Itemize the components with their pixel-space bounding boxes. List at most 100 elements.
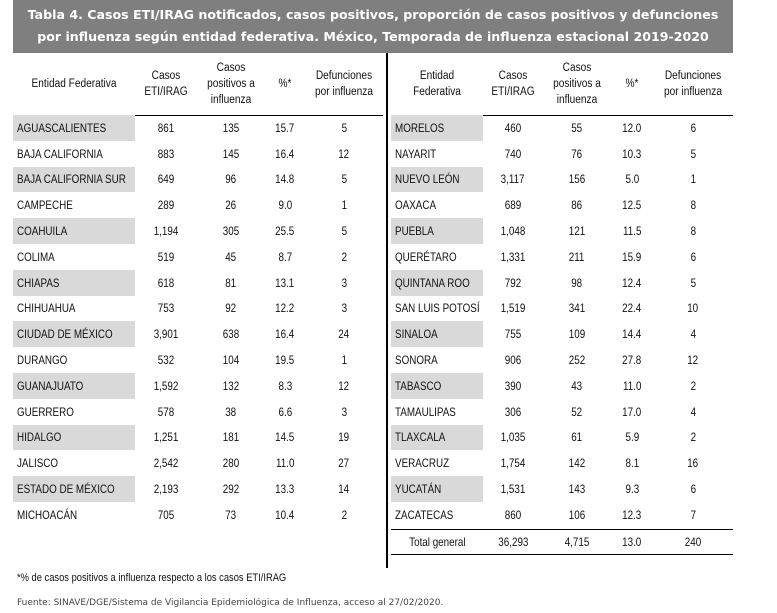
table-row: JALISCO 2,542 280 11.0 27	[13, 450, 383, 476]
cell-pct-text: 5.0	[625, 172, 639, 187]
total-positivos: 4,715	[543, 530, 611, 554]
cell-defunciones-text: 24	[338, 327, 350, 342]
table-row: QUINTANA ROO 792 98 12.4 5	[391, 269, 733, 296]
cell-defunciones-text: 1	[341, 353, 347, 368]
cell-positivos: 43	[543, 373, 611, 399]
cell-pct: 12.4	[611, 270, 653, 296]
cell-pct: 5.9	[611, 425, 653, 451]
cell-entidad: DURANGO	[13, 347, 135, 373]
cell-positivos-text: 96	[225, 172, 237, 187]
cell-entidad: CIUDAD DE MÉXICO	[13, 321, 135, 348]
table-left-half: Entidad Federativa Casos ETI/IRAG Casos …	[13, 53, 383, 568]
cell-positivos: 145	[197, 141, 265, 167]
cell-casos-text: 618	[157, 275, 175, 290]
cell-positivos: 181	[197, 425, 265, 451]
cell-defunciones-text: 2	[690, 430, 696, 445]
table-row: ESTADO DE MÉXICO 2,193 292 13.3 14	[13, 476, 383, 502]
table-row: CIUDAD DE MÉXICO 3,901 638 16.4 24	[13, 321, 383, 348]
table-row: COAHUILA 1,194 305 25.5 5	[13, 218, 383, 244]
cell-entidad-text: BAJA CALIFORNIA	[17, 146, 103, 161]
cell-defunciones: 12	[653, 347, 733, 373]
cell-casos-text: 1,331	[500, 249, 526, 264]
cell-pct-text: 14.8	[275, 172, 295, 187]
cell-defunciones-text: 5	[341, 120, 347, 135]
cell-positivos-text: 132	[222, 378, 240, 393]
table-row: TABASCO 390 43 11.0 2	[391, 373, 733, 399]
cell-casos-text: 649	[157, 172, 175, 187]
cell-positivos-text: 81	[225, 275, 237, 290]
cell-entidad-text: ESTADO DE MÉXICO	[17, 482, 115, 497]
cell-entidad: VERACRUZ	[391, 450, 483, 476]
cell-entidad-text: YUCATÁN	[395, 482, 442, 497]
cell-pct: 16.4	[265, 141, 305, 167]
cell-pct: 9.3	[611, 476, 653, 502]
cell-positivos-text: 638	[222, 327, 240, 342]
cell-casos: 755	[483, 321, 543, 347]
cell-pct-text: 5.9	[625, 430, 639, 445]
cell-entidad-text: VERACRUZ	[395, 456, 450, 471]
cell-positivos: 55	[543, 115, 611, 141]
cell-casos-text: 753	[157, 301, 175, 316]
cell-casos: 578	[135, 399, 197, 425]
cell-defunciones-text: 6	[690, 482, 696, 497]
cell-casos-text: 1,754	[500, 456, 526, 471]
cell-pct: 12.0	[611, 115, 653, 141]
cell-entidad: HIDALGO	[13, 424, 135, 451]
cell-positivos-text: 86	[571, 198, 583, 213]
header-entidad: Entidad Federativa	[413, 70, 461, 98]
cell-casos: 883	[135, 141, 197, 167]
cell-entidad-text: QUINTANA ROO	[395, 275, 470, 290]
cell-entidad-text: NUEVO LEÓN	[395, 172, 460, 187]
cell-entidad: SONORA	[391, 347, 483, 373]
cell-casos-text: 3,901	[153, 327, 179, 342]
header-defunciones: Defunciones por influenza	[664, 70, 722, 98]
cell-entidad: OAXACA	[391, 192, 483, 218]
cell-entidad: GUERRERO	[13, 399, 135, 425]
cell-defunciones-text: 6	[690, 120, 696, 135]
cell-defunciones-text: 1	[341, 198, 347, 213]
cell-defunciones-text: 19	[338, 430, 350, 445]
cell-positivos: 132	[197, 373, 265, 399]
cell-entidad-text: SONORA	[395, 353, 438, 368]
table-row: SINALOA 755 109 14.4 4	[391, 321, 733, 348]
cell-entidad-text: QUERÉTARO	[395, 249, 457, 264]
cell-defunciones: 12	[305, 373, 383, 399]
cell-positivos: 104	[197, 347, 265, 373]
cell-positivos: 135	[197, 115, 265, 141]
cell-positivos: 305	[197, 218, 265, 244]
cell-entidad-text: MICHOACÁN	[17, 507, 78, 522]
cell-positivos: 109	[543, 321, 611, 347]
cell-positivos-text: 55	[571, 120, 583, 135]
cell-casos: 618	[135, 270, 197, 296]
cell-defunciones-text: 3	[341, 275, 347, 290]
cell-defunciones: 3	[305, 270, 383, 296]
table-row: QUERÉTARO 1,331 211 15.9 6	[391, 244, 733, 270]
cell-pct-text: 12.0	[622, 120, 642, 135]
table-row: SONORA 906 252 27.8 12	[391, 347, 733, 373]
cell-defunciones-text: 10	[687, 301, 699, 316]
cell-casos-text: 906	[504, 353, 522, 368]
header-casos: Casos ETI/IRAG	[491, 70, 535, 98]
cell-positivos-text: 145	[222, 146, 240, 161]
cell-pct-text: 8.1	[625, 456, 639, 471]
cell-defunciones-text: 2	[690, 378, 696, 393]
header-entidad: Entidad Federativa	[31, 78, 117, 90]
cell-entidad-text: TLAXCALA	[395, 430, 446, 445]
cell-positivos-text: 45	[225, 249, 237, 264]
cell-positivos-text: 61	[571, 430, 583, 445]
total-row: Total general 36,293 4,715 13.0 240	[391, 528, 733, 555]
cell-defunciones: 5	[653, 141, 733, 167]
cell-pct: 12.3	[611, 502, 653, 528]
cell-entidad-text: JALISCO	[17, 456, 59, 471]
total-label-text: Total general	[408, 534, 466, 549]
cell-casos: 2,193	[135, 476, 197, 502]
cell-pct-text: 19.5	[275, 353, 295, 368]
cell-positivos: 86	[543, 192, 611, 218]
cell-defunciones: 2	[305, 244, 383, 270]
header-defunciones: Defunciones por influenza	[315, 70, 373, 98]
cell-positivos: 61	[543, 425, 611, 451]
cell-pct: 13.3	[265, 476, 305, 502]
cell-defunciones: 4	[653, 321, 733, 347]
cell-entidad-text: AGUASCALIENTES	[17, 120, 107, 135]
cell-entidad-text: TABASCO	[395, 378, 442, 393]
